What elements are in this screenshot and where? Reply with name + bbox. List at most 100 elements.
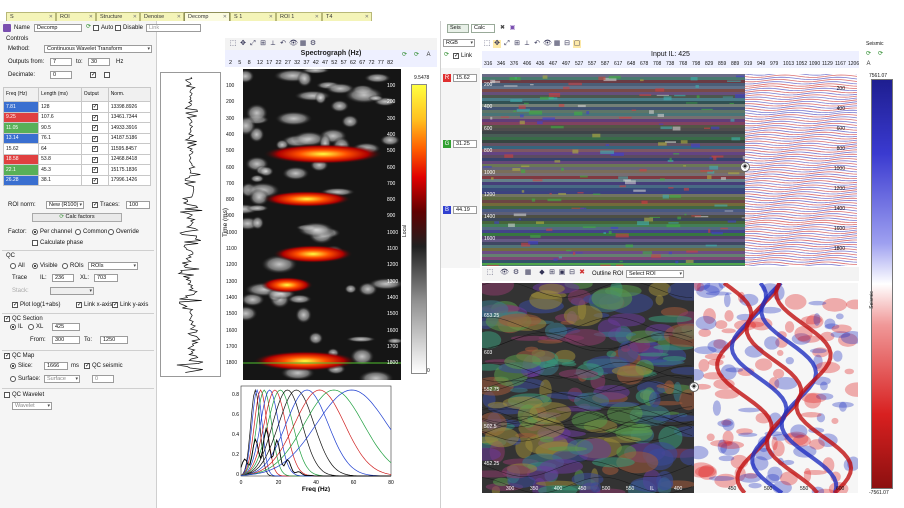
qc-rois-radio[interactable] <box>62 263 68 269</box>
trace-xl-input[interactable]: 703 <box>94 274 118 282</box>
decimate-checkbox-2[interactable] <box>104 72 110 78</box>
override-radio[interactable] <box>108 229 114 235</box>
map-view-icon[interactable]: 👁 <box>500 269 509 276</box>
qc-wavelet-checkbox[interactable] <box>4 392 10 398</box>
calc-factors-button[interactable]: ⟳ Calc factors <box>32 213 122 222</box>
output-cell[interactable] <box>80 111 109 123</box>
pan-tool-icon[interactable]: ✥ <box>240 40 246 47</box>
traces-checkbox[interactable] <box>92 201 98 208</box>
green-channel-value[interactable]: 31.25 <box>453 140 477 148</box>
qc-wavelet-select[interactable]: Wavelet <box>12 402 52 410</box>
view-icon[interactable]: 👁 <box>289 40 298 47</box>
output-checkbox[interactable] <box>91 145 98 152</box>
map-surface-radio[interactable] <box>10 376 16 382</box>
output-checkbox[interactable] <box>91 114 98 121</box>
section-xl-input[interactable]: 425 <box>52 323 80 331</box>
qc-seismic-checkbox[interactable] <box>84 362 90 369</box>
roi-norm-select[interactable]: New (R100) <box>46 201 84 209</box>
seismic-text-icon[interactable]: A <box>866 61 871 67</box>
rgb-view-icon[interactable]: 👁 <box>543 40 552 47</box>
rgb-frame-icon[interactable]: ▢ <box>573 40 581 48</box>
zoom-box-icon[interactable]: ⊞ <box>260 40 266 47</box>
section-splitter-handle[interactable]: ◈ <box>740 162 750 172</box>
layout-icon[interactable]: ▦ <box>299 40 307 47</box>
undo-icon[interactable]: ↶ <box>280 40 286 47</box>
map-splitter-handle[interactable]: ◈ <box>689 382 699 392</box>
section-from-input[interactable]: 300 <box>52 336 80 344</box>
output-cell[interactable] <box>80 101 109 113</box>
settings-icon[interactable]: ⚙ <box>309 40 317 47</box>
rgb-grid-icon[interactable]: ⊟ <box>564 40 570 47</box>
freq-cell[interactable]: 7.81 <box>2 101 40 113</box>
refresh-icon[interactable]: ⟳ <box>85 24 92 30</box>
auto-checkbox[interactable] <box>93 25 99 31</box>
map-clear-icon[interactable]: ✖ <box>579 269 585 276</box>
plot-log-checkbox[interactable] <box>12 301 18 308</box>
tab-close-icon[interactable]: ✕ <box>176 14 181 20</box>
link-yaxis-checkbox[interactable] <box>112 301 118 308</box>
spec-text-icon[interactable]: A <box>426 52 431 58</box>
map-slice-radio[interactable] <box>10 363 16 369</box>
output-cell[interactable] <box>80 132 109 144</box>
decimate-input[interactable]: 0 <box>50 71 72 79</box>
common-radio[interactable] <box>75 229 81 235</box>
outline-roi-select[interactable]: Select ROI <box>626 270 684 278</box>
freq-cell[interactable]: 15.62 <box>2 143 40 155</box>
spec-refresh-icon[interactable]: ⟳ <box>401 52 408 58</box>
qc-rois-select[interactable]: ROIs <box>88 262 138 270</box>
map-slice-input[interactable]: 1666 <box>44 362 68 370</box>
map-pin-icon[interactable]: ⊟ <box>569 269 575 276</box>
rgb-refresh-icon[interactable]: ⟳ <box>443 52 450 58</box>
calculate-phase-checkbox[interactable] <box>32 240 38 246</box>
output-checkbox[interactable] <box>91 103 98 110</box>
traces-input[interactable]: 100 <box>126 201 150 209</box>
rgb-pan-tool-icon[interactable]: ✥ <box>493 40 501 48</box>
zoom-tool-icon[interactable]: ⤢ <box>250 40 256 47</box>
workflow-tab-roi[interactable]: ROI ✕ <box>56 12 96 21</box>
workflow-tab-roi-1[interactable]: ROI 1 ✕ <box>276 12 322 21</box>
map-frame-icon[interactable]: ▣ <box>558 269 566 276</box>
outputs-to-input[interactable]: 30 <box>88 58 110 66</box>
output-checkbox[interactable] <box>91 135 98 142</box>
decimate-checkbox-1[interactable] <box>90 71 96 78</box>
tab-close-icon[interactable]: ✕ <box>48 14 53 20</box>
rgb-measure-icon[interactable]: ⟂ <box>524 40 530 47</box>
close-icon[interactable]: ✖ <box>499 25 506 31</box>
qc-all-radio[interactable] <box>10 263 16 269</box>
rgb-zoom-icon[interactable]: ⤢ <box>504 40 510 47</box>
table-row[interactable]: 22.145.3 15175.1836 <box>2 164 152 176</box>
section-il-radio[interactable] <box>10 324 16 330</box>
workflow-tab-s[interactable]: S ✕ <box>6 12 56 21</box>
workflow-tab-s-1[interactable]: S 1 ✕ <box>230 12 276 21</box>
freq-cell[interactable]: 9.25 <box>2 111 40 123</box>
tab-close-icon[interactable]: ✕ <box>268 14 273 20</box>
qc-visible-radio[interactable] <box>32 263 38 269</box>
tab-close-icon[interactable]: ✕ <box>364 14 369 20</box>
output-checkbox[interactable] <box>91 124 98 131</box>
qc-map-checkbox[interactable] <box>4 352 10 359</box>
select-tool-icon[interactable]: ⬚ <box>229 40 237 47</box>
red-channel-value[interactable]: 15.62 <box>453 74 477 82</box>
disable-checkbox[interactable] <box>115 25 121 31</box>
output-cell[interactable] <box>80 122 109 134</box>
spec-color-icon[interactable]: ⟳ <box>413 52 420 58</box>
section-to-input[interactable]: 1250 <box>100 336 128 344</box>
freq-cell[interactable]: 22.1 <box>2 164 40 176</box>
map-settings-icon[interactable]: ⚙ <box>512 269 520 276</box>
qc-section-checkbox[interactable] <box>4 315 10 322</box>
tab-close-icon[interactable]: ✕ <box>88 14 93 20</box>
seismic-refresh-icon[interactable]: ⟳ <box>865 51 872 57</box>
map-offset-input[interactable]: 0 <box>92 375 114 383</box>
output-cell[interactable] <box>80 153 109 165</box>
tab-close-icon[interactable]: ✕ <box>222 14 227 20</box>
section-xl-radio[interactable] <box>28 324 34 330</box>
link-xaxis-checkbox[interactable] <box>76 301 82 308</box>
freq-cell[interactable]: 18.58 <box>2 153 40 165</box>
link-input[interactable]: Link <box>146 24 201 32</box>
rgb-layout-icon[interactable]: ▦ <box>553 40 561 47</box>
output-checkbox[interactable] <box>91 177 98 184</box>
